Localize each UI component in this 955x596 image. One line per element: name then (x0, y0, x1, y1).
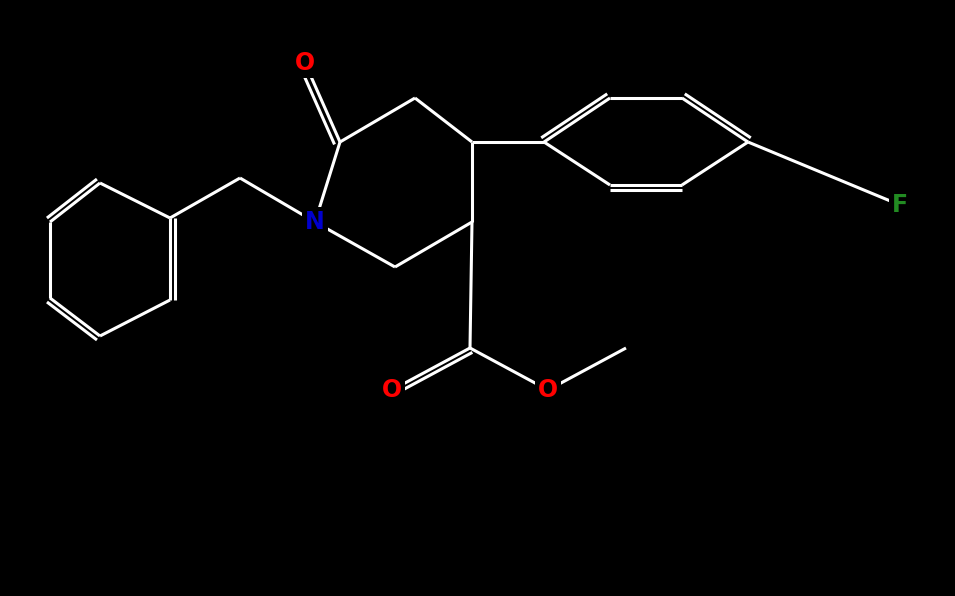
Text: O: O (538, 378, 558, 402)
Text: F: F (892, 193, 908, 217)
Text: O: O (295, 51, 315, 75)
Text: N: N (306, 210, 325, 234)
Text: O: O (382, 378, 402, 402)
